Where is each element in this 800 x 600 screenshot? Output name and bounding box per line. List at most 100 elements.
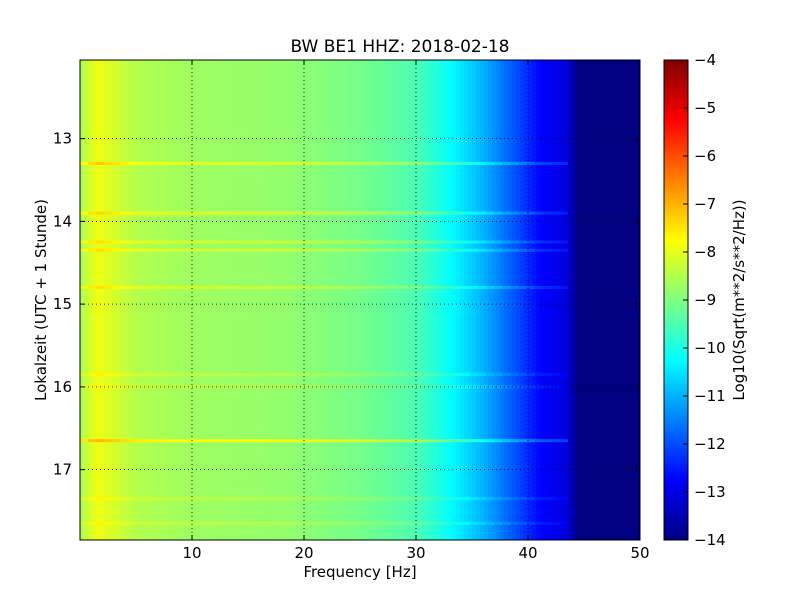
event-line-segment — [404, 248, 414, 252]
event-line — [80, 521, 568, 525]
event-line-segment — [502, 439, 511, 443]
event-line-segment — [445, 372, 455, 376]
event-line-segment — [299, 211, 308, 215]
event-line-segment — [559, 439, 568, 443]
x-tick-label: 40 — [518, 544, 537, 562]
event-line-segment — [250, 286, 260, 290]
spectrogram-column — [304, 60, 309, 540]
event-line-segment — [396, 240, 406, 244]
event-line-segment — [461, 161, 471, 165]
event-line-segment — [380, 372, 390, 376]
event-line-segment — [453, 372, 463, 376]
event-line-segment — [518, 211, 528, 215]
event-line-segment — [128, 286, 138, 290]
event-line-segment — [388, 211, 398, 215]
colorbar-tick-label: −7 — [694, 195, 716, 213]
colorbar-tick-label: −8 — [694, 243, 716, 261]
event-line-segment — [153, 385, 162, 389]
event-line-segment — [372, 497, 382, 501]
event-line-segment — [550, 211, 560, 215]
event-line-segment — [331, 240, 341, 244]
event-line-segment — [80, 161, 89, 165]
spectrogram-column — [632, 60, 637, 540]
event-line-segment — [96, 161, 105, 165]
event-line-segment — [356, 372, 365, 376]
event-line-segment — [534, 521, 544, 525]
event-line-segment — [477, 161, 487, 165]
event-line-segment — [364, 211, 373, 215]
event-line-segment — [469, 211, 479, 215]
event-line-segment — [542, 372, 552, 376]
event-line-segment — [112, 286, 122, 290]
event-line-segment — [494, 248, 503, 252]
event-line-segment — [502, 385, 511, 389]
event-line-segment — [80, 439, 89, 443]
event-line-segment — [542, 248, 552, 252]
spectrogram-column — [424, 60, 429, 540]
event-line-segment — [380, 286, 390, 290]
event-line-segment — [315, 211, 325, 215]
spectrogram-column — [412, 60, 417, 540]
event-line-segment — [291, 372, 300, 376]
event-line-segment — [307, 248, 317, 252]
event-line-segment — [453, 439, 463, 443]
event-line-segment — [315, 521, 325, 525]
event-line-segment — [128, 497, 138, 501]
event-line-segment — [291, 248, 300, 252]
event-line-segment — [136, 248, 146, 252]
spectrogram-column — [556, 60, 561, 540]
event-line-segment — [112, 211, 122, 215]
event-line-segment — [429, 497, 438, 501]
event-line-segment — [161, 240, 170, 244]
event-line-segment — [331, 211, 341, 215]
event-line-segment — [494, 286, 503, 290]
spectrogram-column — [228, 60, 233, 540]
event-line-segment — [104, 439, 114, 443]
event-line-segment — [429, 521, 438, 525]
spectrogram-column — [512, 60, 517, 540]
event-line-segment — [128, 161, 138, 165]
event-line-segment — [380, 161, 390, 165]
event-line-segment — [209, 372, 219, 376]
event-line-segment — [274, 439, 284, 443]
event-line-segment — [185, 521, 195, 525]
event-line-segment — [534, 439, 544, 443]
event-line-segment — [494, 385, 503, 389]
event-line-segment — [283, 385, 292, 389]
colorbar-tick-label: −14 — [694, 531, 726, 549]
event-line-segment — [153, 372, 162, 376]
event-line-segment — [404, 497, 414, 501]
event-line-segment — [347, 161, 357, 165]
x-axis-label: Frequency [Hz] — [303, 563, 416, 581]
event-line-segment — [169, 248, 179, 252]
event-line-segment — [209, 240, 219, 244]
event-line-segment — [559, 161, 568, 165]
event-line-segment — [169, 385, 179, 389]
event-line-segment — [518, 497, 528, 501]
spectrogram-column — [184, 60, 189, 540]
event-line-segment — [534, 372, 544, 376]
event-line-segment — [339, 161, 349, 165]
colorbar-label: Log10(Sqrt(m**2/s**2/Hz)) — [730, 199, 748, 400]
event-line-segment — [518, 240, 528, 244]
event-line-segment — [307, 240, 317, 244]
event-line-segment — [412, 385, 422, 389]
event-line-segment — [445, 161, 455, 165]
event-line-segment — [380, 521, 390, 525]
event-line-segment — [396, 439, 406, 443]
event-line-segment — [258, 385, 268, 389]
event-line-segment — [404, 161, 414, 165]
event-line-segment — [258, 211, 268, 215]
event-line-segment — [96, 211, 105, 215]
spectrogram-column — [136, 60, 141, 540]
event-line-segment — [274, 240, 284, 244]
event-line-segment — [120, 439, 130, 443]
event-line-segment — [550, 248, 560, 252]
event-line-segment — [477, 211, 487, 215]
spectrogram-column — [80, 60, 85, 540]
event-line-segment — [80, 211, 89, 215]
spectrogram-column — [224, 60, 229, 540]
spectrogram-column — [280, 60, 285, 540]
spectrogram-column — [628, 60, 633, 540]
event-line-segment — [372, 211, 382, 215]
